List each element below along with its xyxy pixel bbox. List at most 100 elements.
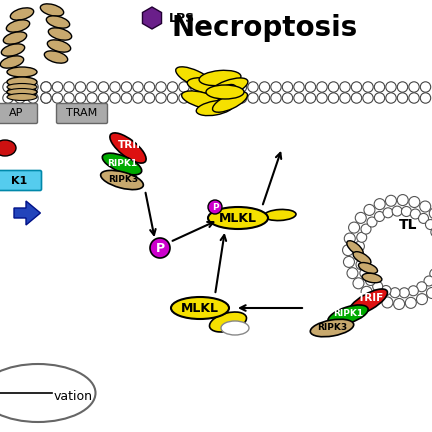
Circle shape: [3, 93, 13, 103]
Ellipse shape: [1, 44, 25, 56]
Circle shape: [305, 93, 316, 103]
Circle shape: [121, 82, 132, 92]
Ellipse shape: [7, 87, 37, 97]
Ellipse shape: [221, 321, 249, 335]
Circle shape: [259, 82, 270, 92]
Circle shape: [429, 208, 432, 219]
Circle shape: [305, 82, 316, 92]
Ellipse shape: [44, 51, 68, 63]
Circle shape: [87, 93, 97, 103]
Circle shape: [390, 288, 400, 298]
Circle shape: [363, 93, 373, 103]
Circle shape: [409, 82, 419, 92]
Circle shape: [361, 224, 371, 234]
Circle shape: [87, 82, 97, 92]
Polygon shape: [143, 7, 162, 29]
Ellipse shape: [264, 210, 296, 221]
Circle shape: [156, 82, 166, 92]
Ellipse shape: [210, 312, 247, 332]
Circle shape: [343, 245, 353, 256]
Ellipse shape: [199, 70, 241, 86]
Circle shape: [248, 82, 258, 92]
Circle shape: [41, 82, 51, 92]
Text: K1: K1: [11, 175, 27, 185]
Circle shape: [52, 82, 63, 92]
Circle shape: [15, 82, 25, 92]
Ellipse shape: [347, 241, 363, 255]
Circle shape: [420, 201, 431, 212]
Ellipse shape: [10, 8, 34, 20]
Ellipse shape: [353, 252, 371, 264]
Circle shape: [424, 276, 432, 286]
Ellipse shape: [3, 32, 27, 44]
Circle shape: [361, 286, 372, 297]
Ellipse shape: [110, 133, 146, 163]
Ellipse shape: [7, 83, 37, 90]
Circle shape: [397, 82, 408, 92]
Circle shape: [405, 297, 416, 308]
Circle shape: [236, 82, 247, 92]
Circle shape: [110, 93, 120, 103]
Circle shape: [75, 93, 86, 103]
Ellipse shape: [7, 93, 37, 101]
Circle shape: [41, 93, 51, 103]
Circle shape: [385, 195, 397, 206]
Circle shape: [179, 93, 189, 103]
Ellipse shape: [46, 16, 70, 28]
Circle shape: [41, 82, 51, 92]
Ellipse shape: [362, 273, 382, 283]
Ellipse shape: [6, 20, 30, 32]
Circle shape: [356, 260, 366, 270]
Ellipse shape: [328, 305, 368, 325]
Circle shape: [365, 276, 375, 286]
Text: TRIF: TRIF: [358, 293, 384, 303]
Circle shape: [144, 82, 155, 92]
Ellipse shape: [349, 289, 388, 315]
Circle shape: [328, 93, 339, 103]
Circle shape: [344, 233, 355, 244]
Circle shape: [213, 93, 224, 103]
Text: MLKL: MLKL: [181, 302, 219, 314]
Text: RIPK3: RIPK3: [317, 324, 347, 333]
Ellipse shape: [200, 85, 236, 111]
Circle shape: [28, 82, 38, 92]
Text: P: P: [156, 241, 165, 254]
Circle shape: [351, 93, 362, 103]
Text: RIPK3: RIPK3: [108, 175, 138, 184]
Circle shape: [417, 282, 427, 292]
Circle shape: [98, 93, 109, 103]
Circle shape: [386, 82, 396, 92]
Circle shape: [328, 82, 339, 92]
Circle shape: [420, 82, 431, 92]
Circle shape: [294, 82, 304, 92]
Text: TRIF: TRIF: [118, 140, 144, 150]
Ellipse shape: [7, 77, 37, 87]
Circle shape: [340, 82, 350, 92]
Circle shape: [426, 219, 432, 229]
Circle shape: [133, 93, 143, 103]
Ellipse shape: [101, 170, 143, 190]
Ellipse shape: [359, 263, 378, 273]
Circle shape: [416, 294, 428, 305]
Circle shape: [64, 93, 74, 103]
Circle shape: [363, 82, 373, 92]
Circle shape: [401, 206, 411, 216]
Ellipse shape: [102, 153, 142, 175]
Circle shape: [282, 93, 293, 103]
Circle shape: [294, 93, 304, 103]
Circle shape: [213, 82, 224, 92]
Circle shape: [367, 217, 377, 227]
Circle shape: [374, 199, 385, 210]
Circle shape: [64, 82, 74, 92]
Circle shape: [248, 93, 258, 103]
Circle shape: [371, 293, 382, 304]
FancyBboxPatch shape: [0, 171, 41, 191]
Circle shape: [167, 93, 178, 103]
Circle shape: [430, 269, 432, 279]
Ellipse shape: [171, 297, 229, 319]
Text: P: P: [212, 203, 218, 212]
Circle shape: [191, 93, 201, 103]
Circle shape: [317, 93, 327, 103]
Circle shape: [375, 212, 384, 222]
Circle shape: [397, 194, 408, 206]
